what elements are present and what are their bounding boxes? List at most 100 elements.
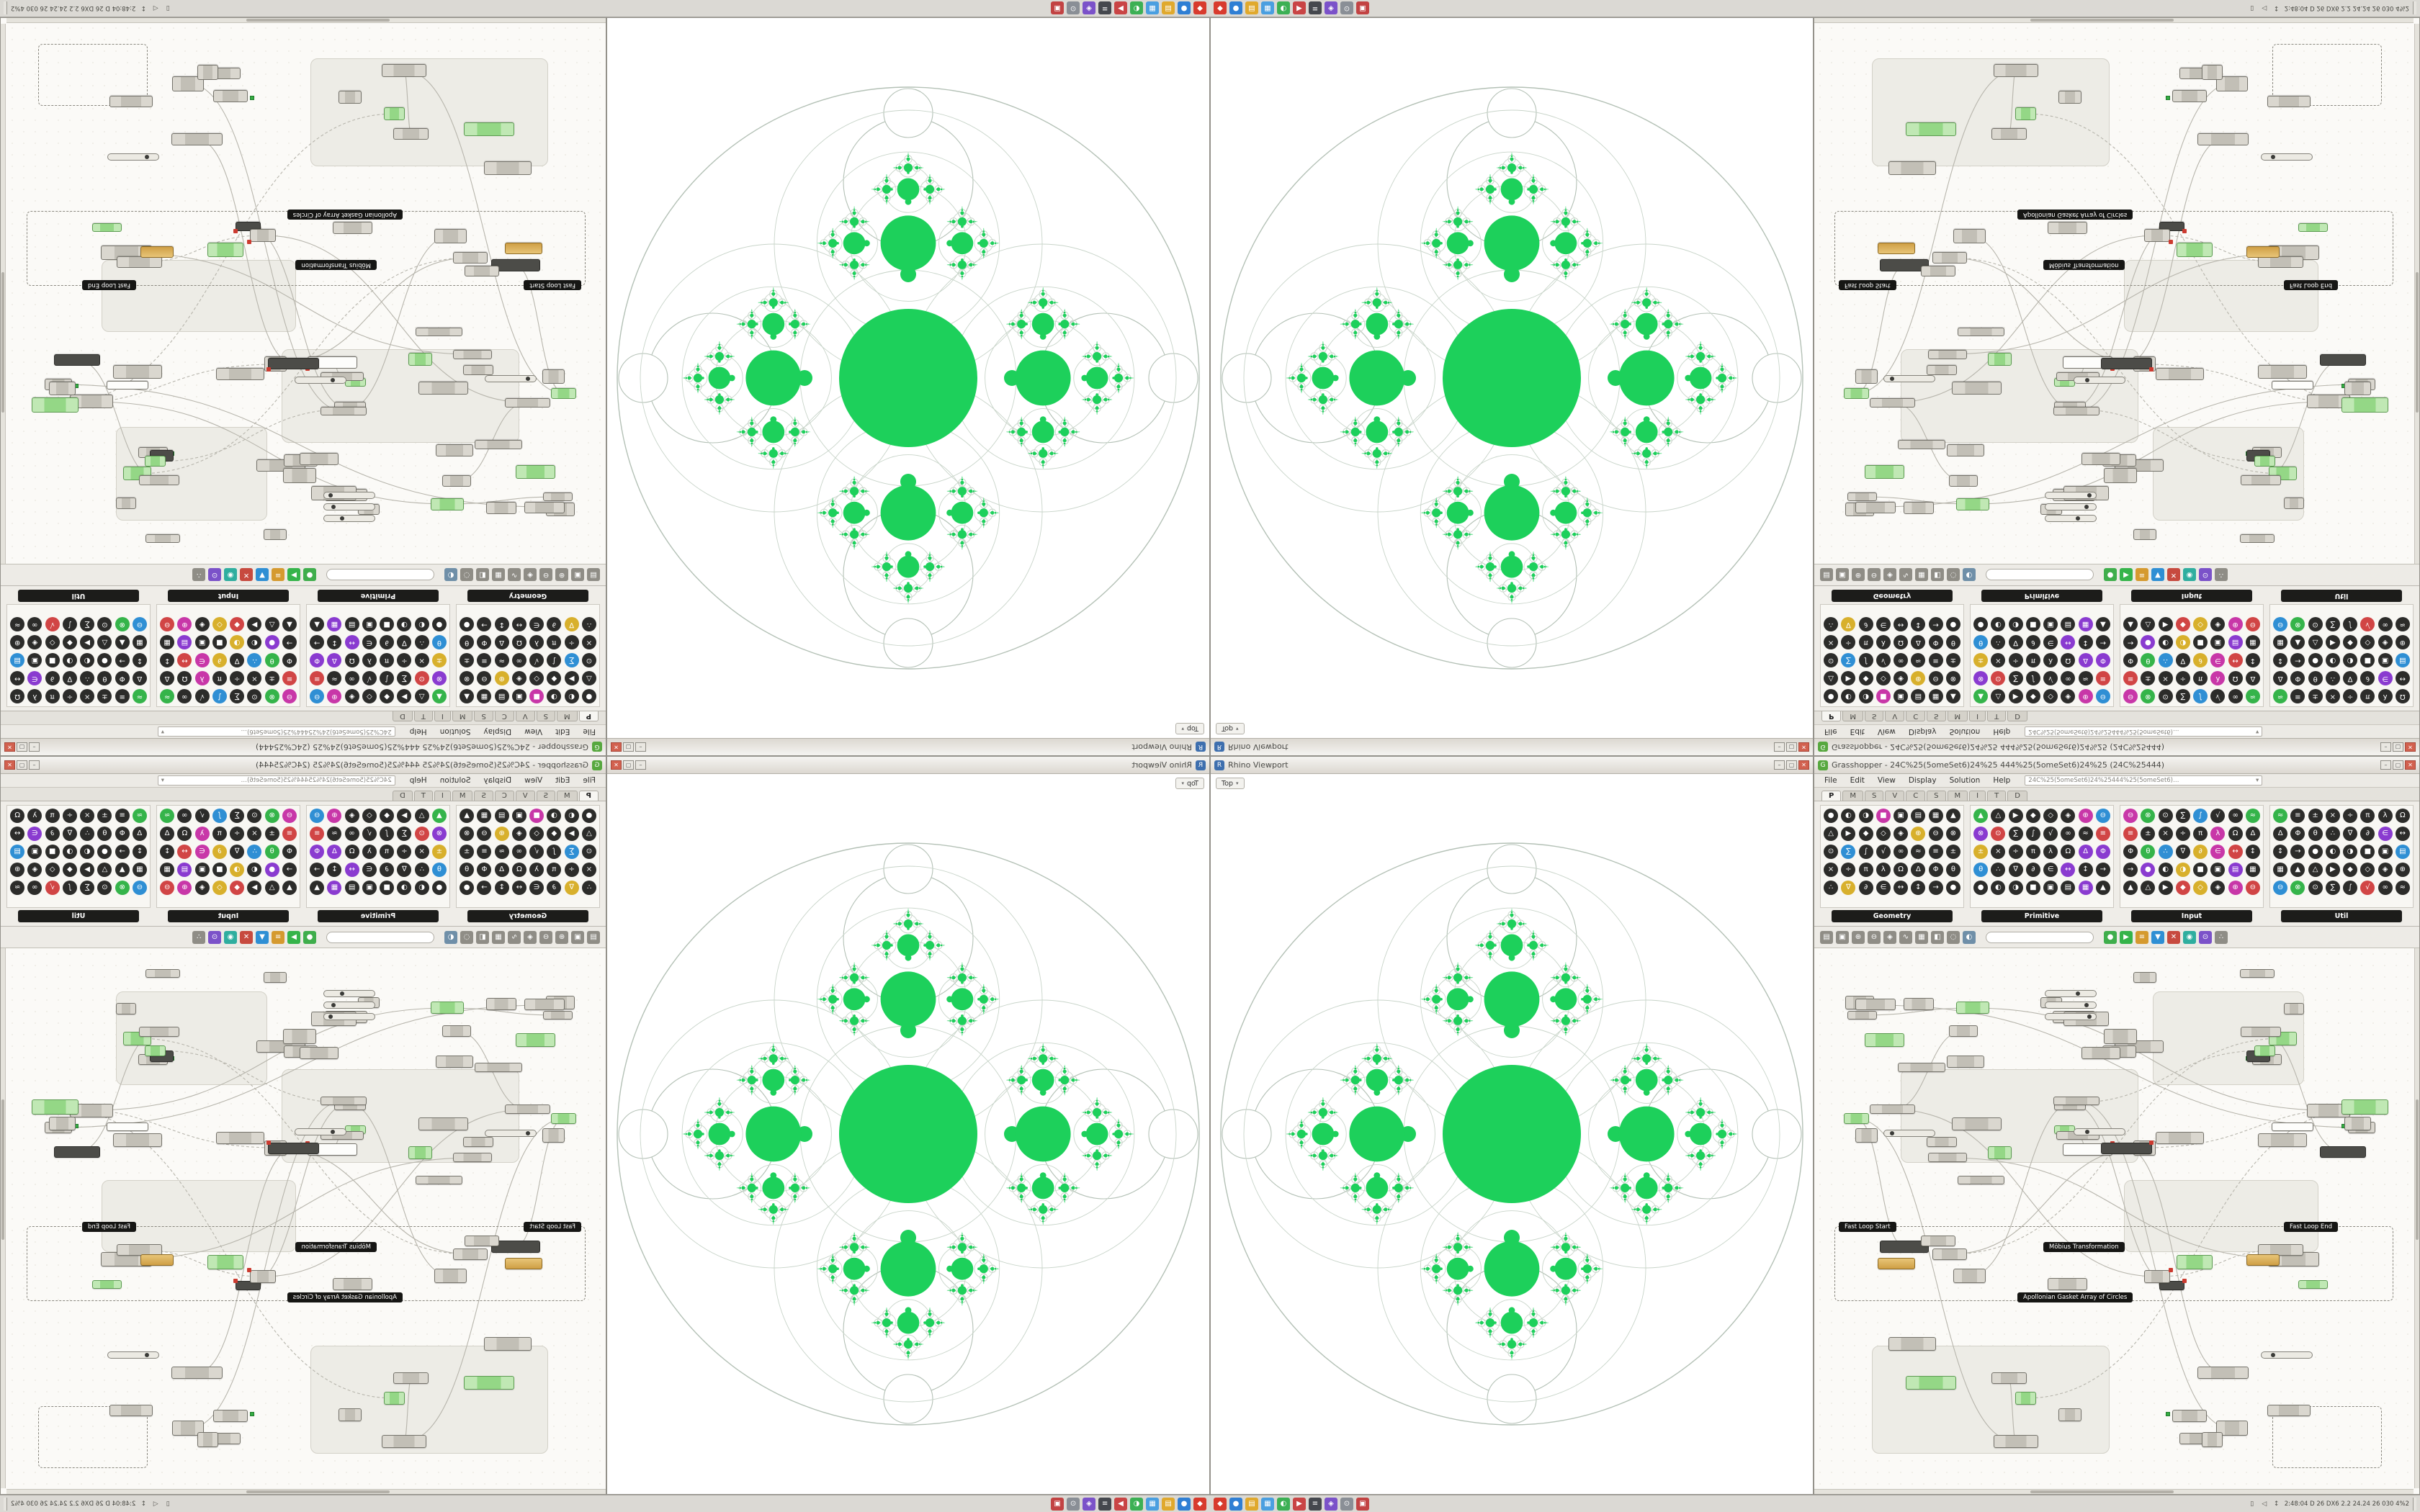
canvas-node[interactable]	[1855, 1128, 1878, 1143]
palette-panel-label[interactable]: Primitive	[318, 910, 439, 922]
canvas-node[interactable]	[54, 1146, 100, 1158]
component-icon[interactable]: ↔	[177, 653, 192, 667]
canvas-node[interactable]	[2320, 1146, 2366, 1158]
component-icon[interactable]: Δ	[160, 671, 175, 685]
component-icon[interactable]: ∫	[547, 845, 562, 859]
component-icon[interactable]: ÷	[2008, 653, 2023, 667]
component-icon[interactable]: π	[380, 845, 395, 859]
component-icon[interactable]: ∂	[45, 827, 60, 841]
component-icon[interactable]: Δ	[132, 827, 147, 841]
component-icon[interactable]: ◆	[380, 689, 395, 703]
component-icon[interactable]: ⊗	[1945, 671, 1960, 685]
menu-item-help[interactable]: Help	[409, 776, 427, 785]
canvas-node[interactable]	[2015, 107, 2036, 120]
canvas-node[interactable]	[264, 529, 287, 540]
canvas-node[interactable]	[1947, 1056, 1984, 1068]
component-tab-4[interactable]: C	[494, 711, 514, 721]
canvas-node[interactable]	[1844, 388, 1869, 399]
save-file-icon[interactable]: ▣	[571, 930, 584, 944]
bake-icon[interactable]: ▼	[2151, 930, 2164, 944]
component-icon[interactable]: Δ	[2078, 653, 2093, 667]
component-icon[interactable]: ±	[97, 809, 112, 823]
component-icon[interactable]: ⊖	[2245, 617, 2260, 631]
network-icon[interactable]: ↕	[140, 1500, 147, 1508]
component-icon[interactable]: ×	[1824, 635, 1839, 649]
component-icon[interactable]: ≈	[494, 845, 509, 859]
component-icon[interactable]: ▦	[132, 863, 147, 877]
canvas-node[interactable]	[2197, 133, 2249, 145]
component-icon[interactable]: ⊗	[2290, 617, 2305, 631]
menu-item-display[interactable]: Display	[483, 727, 512, 736]
palette-panel-label[interactable]: Geometry	[1832, 910, 1953, 922]
vertical-scrollbar[interactable]	[2414, 24, 2419, 564]
component-icon[interactable]: ▤	[1911, 689, 1926, 703]
number-slider[interactable]	[107, 1351, 159, 1359]
component-icon[interactable]: Δ	[327, 845, 342, 859]
canvas-node[interactable]	[516, 465, 555, 479]
preview-off-icon[interactable]: ◌	[460, 930, 473, 944]
component-icon[interactable]: ◆	[2025, 689, 2040, 703]
canvas-node[interactable]	[436, 1056, 473, 1068]
component-icon[interactable]: ∈	[27, 671, 42, 685]
component-icon[interactable]: ⊖	[132, 881, 147, 895]
component-icon[interactable]: ÷	[397, 653, 412, 667]
component-icon[interactable]: λ	[2210, 671, 2226, 685]
menu-item-file[interactable]: File	[583, 776, 596, 785]
save-file-icon[interactable]: ▣	[1836, 930, 1849, 944]
component-icon[interactable]: ∈	[194, 845, 210, 859]
cluster-tool-icon[interactable]: ◧	[476, 568, 489, 582]
canvas-node[interactable]	[2344, 382, 2371, 395]
component-icon[interactable]: ◇	[2193, 617, 2208, 631]
canvas-node[interactable]	[321, 407, 367, 415]
component-icon[interactable]: ◑	[1858, 809, 1873, 823]
canvas-node[interactable]	[453, 1153, 492, 1162]
canvas-label-pill[interactable]: Fast Loop Start	[524, 280, 581, 290]
canvas-node[interactable]	[268, 358, 319, 369]
component-icon[interactable]: ∇	[397, 863, 412, 877]
component-icon[interactable]: ◆	[2025, 809, 2040, 823]
component-icon[interactable]: ×	[2158, 827, 2173, 841]
canvas-settings-icon[interactable]: ∴	[2215, 930, 2228, 944]
settings-icon[interactable]: ⊙	[1067, 1497, 1080, 1511]
component-icon[interactable]: △	[581, 671, 596, 685]
component-icon[interactable]: θ	[1973, 635, 1989, 649]
component-icon[interactable]: ◑	[1858, 689, 1873, 703]
save-file-icon[interactable]: ▣	[571, 568, 584, 582]
component-icon[interactable]: ⊕	[2395, 635, 2410, 649]
toggle-icon[interactable]	[2166, 96, 2170, 100]
component-icon[interactable]: ⊕	[2228, 617, 2243, 631]
battery-icon[interactable]: ▯	[2250, 4, 2254, 12]
component-icon[interactable]: ⊕	[327, 809, 342, 823]
number-slider[interactable]	[1883, 1130, 1935, 1137]
component-icon[interactable]: ≈	[327, 827, 342, 841]
loop-component-node[interactable]	[2246, 1254, 2280, 1266]
component-icon[interactable]: ◆	[2343, 863, 2358, 877]
canvas-settings-icon[interactable]: ∴	[2215, 568, 2228, 582]
component-icon[interactable]: Φ	[2123, 845, 2138, 859]
component-icon[interactable]: ▶	[2008, 689, 2023, 703]
component-icon[interactable]: ×	[1991, 653, 2006, 667]
canvas-node[interactable]	[92, 223, 122, 232]
component-icon[interactable]: ∂	[2360, 671, 2375, 685]
component-icon[interactable]: ◇	[1876, 827, 1891, 841]
network-icon[interactable]: ↕	[2273, 4, 2280, 12]
minimize-button[interactable]: –	[1774, 742, 1785, 752]
canvas-node[interactable]	[216, 368, 264, 380]
canvas-label-pill[interactable]: Apollonian Gasket Array of Circles	[2017, 210, 2133, 220]
canvas-node[interactable]	[1906, 1376, 1956, 1390]
component-icon[interactable]: ⊗	[115, 617, 130, 631]
component-icon[interactable]: ×	[581, 863, 596, 877]
file-explorer-icon[interactable]: ▤	[1162, 1, 1175, 15]
canvas-node[interactable]	[408, 1146, 432, 1159]
component-icon[interactable]: √	[529, 845, 544, 859]
component-icon[interactable]: ⊖	[1928, 671, 1943, 685]
sketch-tool-icon[interactable]: ∿	[1899, 930, 1912, 944]
component-icon[interactable]: ◈	[344, 689, 359, 703]
component-icon[interactable]: Δ	[160, 827, 175, 841]
component-icon[interactable]: ▲	[1973, 689, 1989, 703]
component-icon[interactable]: θ	[264, 653, 279, 667]
component-icon[interactable]: ▤	[2061, 881, 2076, 895]
component-icon[interactable]: π	[2193, 671, 2208, 685]
component-icon[interactable]: ▤	[494, 689, 509, 703]
component-tab-6[interactable]: M	[1947, 711, 1968, 721]
